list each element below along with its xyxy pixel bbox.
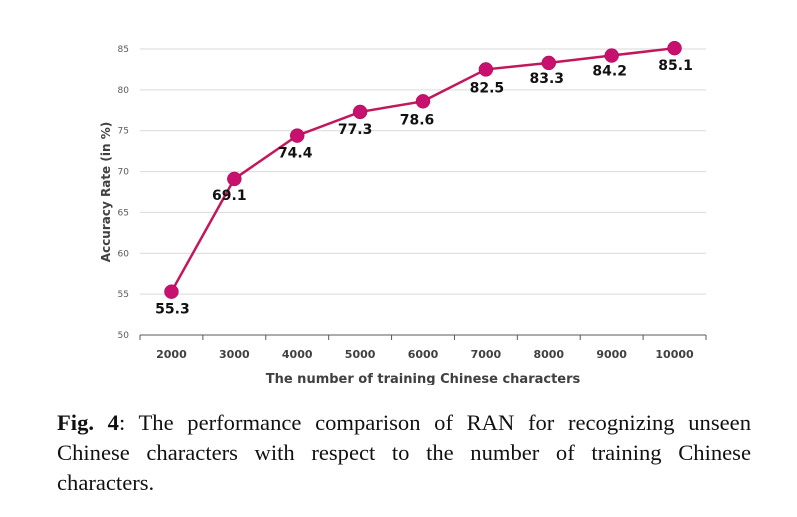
data-label: 69.1 <box>212 188 247 204</box>
y-tick-label: 50 <box>118 331 130 341</box>
data-point <box>604 48 619 63</box>
data-point <box>667 40 682 56</box>
data-point <box>352 104 368 120</box>
data-label: 55.3 <box>155 302 190 318</box>
data-label: 84.2 <box>592 64 627 80</box>
series-line <box>170 46 675 293</box>
data-label: 77.3 <box>338 122 373 138</box>
data-point <box>289 128 305 143</box>
x-tick-label: 2000 <box>156 348 187 361</box>
data-label: 83.3 <box>530 71 565 87</box>
x-tick-label: 10000 <box>655 348 694 361</box>
data-label: 85.1 <box>658 58 693 74</box>
y-axis-title: Accuracy Rate (in %) <box>99 122 113 262</box>
y-tick-label: 75 <box>118 127 129 137</box>
x-axis-title: The number of training Chinese character… <box>266 372 581 385</box>
x-tick-label: 6000 <box>408 348 439 361</box>
y-tick-label: 80 <box>118 86 130 96</box>
data-label: 74.4 <box>278 146 313 162</box>
x-tick-label: 8000 <box>533 348 564 361</box>
y-tick-label: 70 <box>118 168 130 178</box>
x-tick-label: 3000 <box>219 348 250 361</box>
line-chart: 50 55 60 65 70 75 80 85 2000 3000 4000 5000 6000 7000… <box>99 40 707 387</box>
figure-caption: Fig. 4: The performance comparison of RA… <box>57 408 751 498</box>
data-point <box>227 171 242 187</box>
data-label: 78.6 <box>400 112 435 128</box>
x-tick-label: 5000 <box>345 348 376 361</box>
x-tick-label: 7000 <box>471 348 502 361</box>
data-point <box>415 94 431 109</box>
y-tick-label: 55 <box>118 290 129 300</box>
data-point <box>478 62 494 77</box>
y-tick-label: 85 <box>118 45 129 55</box>
x-tick-label: 4000 <box>282 348 313 361</box>
data-label: 82.5 <box>470 80 505 96</box>
x-tick-label: 9000 <box>596 348 627 361</box>
data-point <box>164 284 179 299</box>
data-point <box>541 55 557 71</box>
chart-canvas: 50 55 60 65 70 75 80 85 2000 3000 4000 5000 6000 7000… <box>99 40 707 387</box>
caption-label: Fig. 4 <box>57 410 119 435</box>
y-tick-label: 65 <box>118 208 129 218</box>
caption-text: : The performance comparison of RAN for … <box>57 410 751 495</box>
y-tick-label: 60 <box>118 249 130 259</box>
